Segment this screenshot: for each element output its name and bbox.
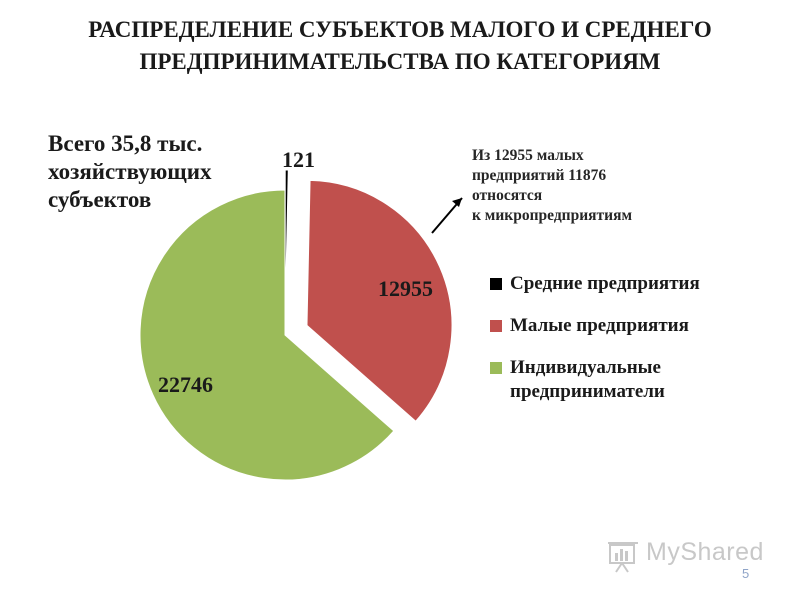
data-label-individual: 22746 xyxy=(158,372,213,397)
note-line-3: относятся xyxy=(472,187,543,204)
note-line-2: предприятий 11876 xyxy=(472,167,607,184)
legend-item-medium: Средние предприятия xyxy=(490,272,780,296)
legend-item-small: Малые предприятия xyxy=(490,314,780,338)
total-line-2: хозяйствующих xyxy=(48,159,212,184)
watermark: MyShared xyxy=(606,536,763,574)
legend-label-individual-line-2: предприниматели xyxy=(510,381,665,402)
note-arrow-head xyxy=(452,198,462,207)
pie-slice-small xyxy=(306,179,453,422)
note-line-4: к микропредприятиям xyxy=(472,207,633,224)
slide-title: РАСПРЕДЕЛЕНИЕ СУБЪЕКТОВ МАЛОГО И СРЕДНЕГ… xyxy=(20,14,780,78)
watermark-text: MyShared xyxy=(646,538,764,566)
note-line-1: Из 12955 малых xyxy=(472,147,584,164)
legend-label-small: Малые предприятия xyxy=(510,315,689,336)
title-line-1: РАСПРЕДЕЛЕНИЕ СУБЪЕКТОВ МАЛОГО И СРЕДНЕГ… xyxy=(88,17,712,42)
presentation-board-icon xyxy=(608,542,638,573)
total-line-3: субъектов xyxy=(48,187,152,212)
legend-swatch-individual xyxy=(490,362,502,374)
legend-item-individual: Индивидуальные предприниматели xyxy=(490,356,780,404)
total-line-1: Всего 35,8 тыс. xyxy=(48,131,203,156)
page-number: 5 xyxy=(742,566,750,581)
legend-swatch-small xyxy=(490,320,502,332)
total-caption: Всего 35,8 тыс. хозяйствующих субъектов xyxy=(48,130,278,214)
title-line-2: ПРЕДПРИНИМАТЕЛЬСТВА ПО КАТЕГОРИЯМ xyxy=(139,49,661,74)
legend-label-medium: Средние предприятия xyxy=(510,273,700,294)
pie-slices xyxy=(139,169,453,481)
micro-enterprises-note: Из 12955 малых предприятий 11876 относят… xyxy=(472,146,772,226)
chart-legend: Средние предприятия Малые предприятия Ин… xyxy=(490,272,780,422)
pie-slice-individual xyxy=(139,189,395,481)
pie-slice-medium xyxy=(284,169,289,316)
data-label-medium: 121 xyxy=(282,147,315,172)
legend-swatch-medium xyxy=(490,278,502,290)
data-label-small: 12955 xyxy=(378,276,433,301)
legend-label-individual-line-1: Индивидуальные xyxy=(510,357,661,378)
